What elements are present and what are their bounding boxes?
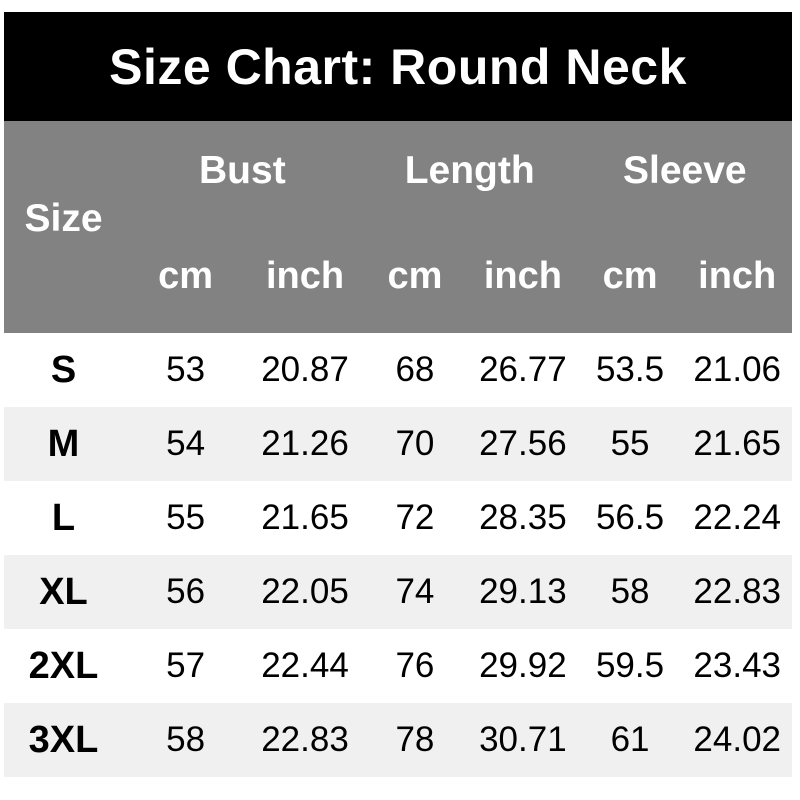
size-column-header: Size — [4, 121, 123, 333]
measurement-cell: 22.83 — [248, 703, 362, 777]
measurement-cell: 54 — [122, 407, 249, 481]
measurement-cell: 21.06 — [693, 350, 782, 389]
table-row-m: M 54 21.26 70 27.56 55 21.65 — [4, 407, 792, 481]
measurement-cell: 57 — [166, 646, 206, 685]
unit-header-bust-cm: cm — [122, 220, 249, 333]
measurement-cell: 21.65 — [682, 407, 792, 481]
table-row-xl: XL 56 22.05 74 29.13 58 22.83 — [4, 555, 792, 629]
table-row-s: S 53 20.87 68 26.77 53.5 21.06 — [4, 333, 792, 407]
header-unit-row: cm inch cm inch cm inch — [4, 220, 792, 333]
column-group-bust: Bust — [122, 121, 362, 220]
chart-title: Size Chart: Round Neck — [109, 38, 687, 95]
size-table: Size Bust Length Sleeve cm inch cm inch … — [4, 121, 792, 777]
measurement-cell: 29.13 — [468, 555, 578, 629]
unit-header-sleeve-cm: cm — [577, 220, 683, 333]
measurement-cell: 22.24 — [693, 498, 782, 537]
size-cell: M — [4, 407, 123, 481]
measurement-cell: 59.5 — [595, 646, 665, 685]
size-cell: 2XL — [28, 644, 99, 687]
measurement-cell: 55 — [577, 407, 683, 481]
unit-header-length-cm: cm — [361, 220, 469, 333]
column-group-length: Length — [361, 121, 578, 220]
unit-header-sleeve-inch: inch — [682, 220, 792, 333]
measurement-cell: 58 — [577, 555, 683, 629]
measurement-cell: 68 — [395, 350, 435, 389]
measurement-cell: 28.35 — [479, 498, 567, 537]
measurement-cell: 61 — [577, 703, 683, 777]
measurement-cell: 70 — [361, 407, 469, 481]
size-cell: L — [51, 496, 76, 539]
measurement-cell: 29.92 — [479, 646, 567, 685]
measurement-cell: 22.05 — [248, 555, 362, 629]
measurement-cell: 22.83 — [682, 555, 792, 629]
measurement-cell: 53 — [166, 350, 206, 389]
size-cell: S — [50, 348, 77, 391]
unit-header-bust-inch: inch — [248, 220, 362, 333]
table-row-l: L 55 21.65 72 28.35 56.5 22.24 — [4, 481, 792, 555]
measurement-cell: 24.02 — [682, 703, 792, 777]
table-row-3xl: 3XL 58 22.83 78 30.71 61 24.02 — [4, 703, 792, 777]
measurement-cell: 78 — [361, 703, 469, 777]
measurement-cell: 21.26 — [248, 407, 362, 481]
measurement-cell: 58 — [122, 703, 249, 777]
size-cell: 3XL — [4, 703, 123, 777]
size-cell: XL — [4, 555, 123, 629]
measurement-cell: 53.5 — [595, 350, 665, 389]
measurement-cell: 55 — [166, 498, 206, 537]
size-chart: Size Chart: Round Neck Size Bust Length … — [4, 12, 792, 777]
chart-title-bar: Size Chart: Round Neck — [4, 12, 792, 121]
measurement-cell: 56 — [122, 555, 249, 629]
measurement-cell: 56.5 — [595, 498, 665, 537]
measurement-cell: 76 — [395, 646, 435, 685]
measurement-cell: 26.77 — [479, 350, 567, 389]
header-group-row: Size Bust Length Sleeve — [4, 121, 792, 333]
table-body: S 53 20.87 68 26.77 53.5 21.06 M 54 21.2… — [4, 333, 792, 777]
measurement-cell: 30.71 — [468, 703, 578, 777]
table-row-2xl: 2XL 57 22.44 76 29.92 59.5 23.43 — [4, 629, 792, 703]
table-header: Size Bust Length Sleeve cm inch cm inch … — [4, 121, 792, 333]
column-group-sleeve: Sleeve — [577, 121, 792, 220]
measurement-cell: 21.65 — [261, 498, 349, 537]
unit-header-length-inch: inch — [468, 220, 578, 333]
measurement-cell: 27.56 — [468, 407, 578, 481]
measurement-cell: 20.87 — [261, 350, 349, 389]
measurement-cell: 22.44 — [261, 646, 349, 685]
measurement-cell: 72 — [395, 498, 435, 537]
measurement-cell: 23.43 — [693, 646, 782, 685]
measurement-cell: 74 — [361, 555, 469, 629]
